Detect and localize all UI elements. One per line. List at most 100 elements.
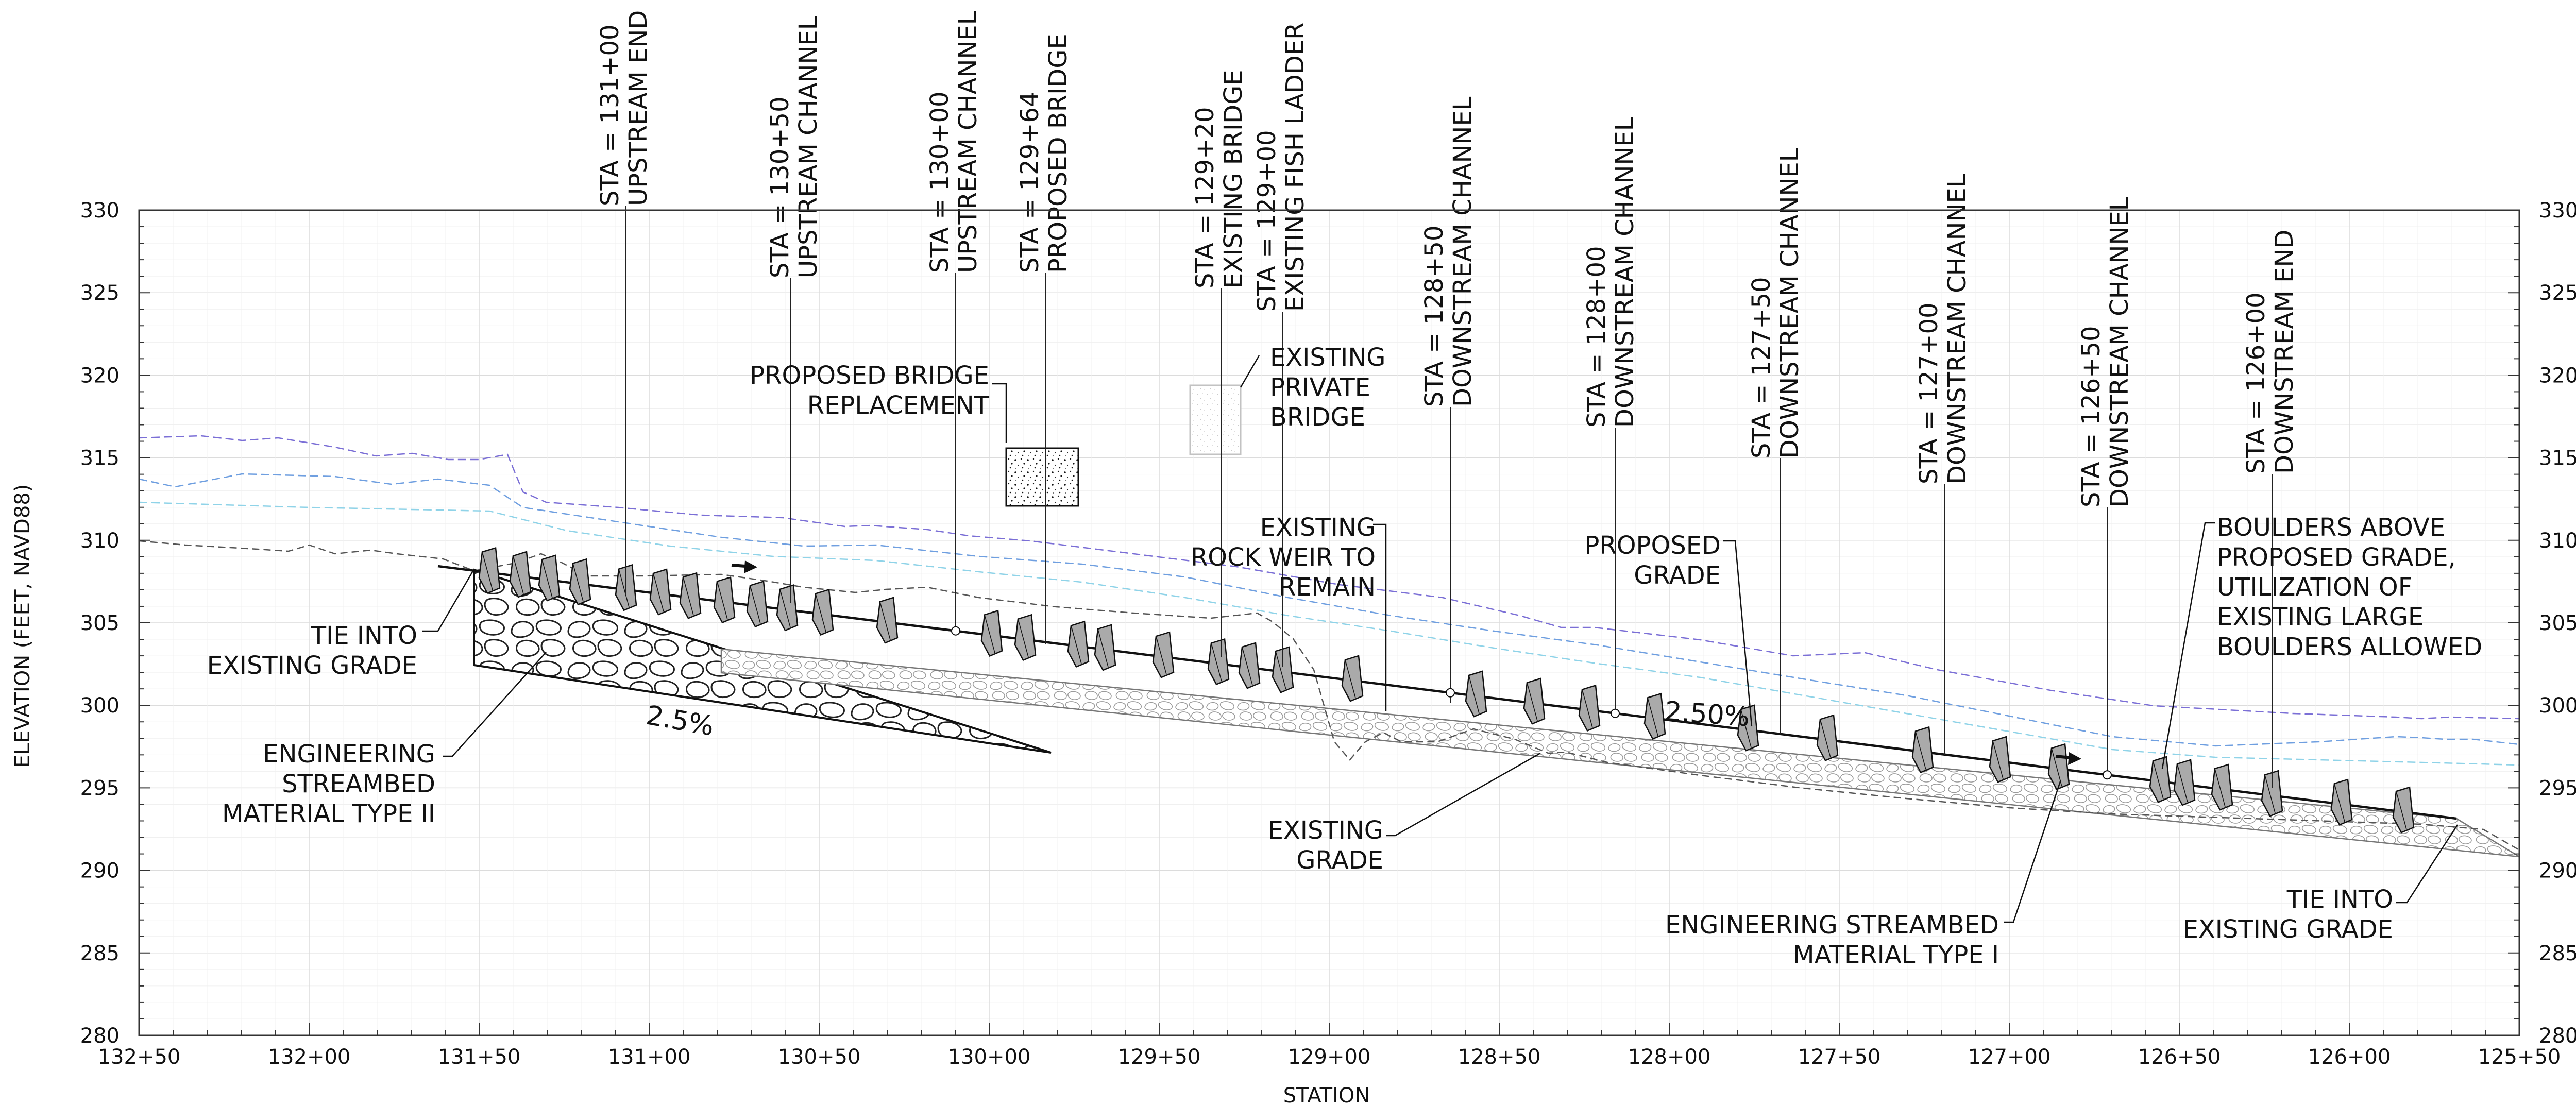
callout-private-bridge-line3: BRIDGE (1270, 403, 1365, 432)
x-tick-129-00: 129+00 (1288, 1045, 1371, 1069)
boulder-14 (1014, 614, 1037, 661)
callout-tie-into-existing-grade-right: TIE INTO EXISTING GRADE (2183, 885, 2393, 944)
x-tick-129-50: 129+50 (1118, 1045, 1201, 1069)
y-tick-left-280: 280 (80, 1024, 120, 1048)
streambed-material-type-i-section (720, 648, 2520, 858)
callout-tie-left-line1: TIE INTO (311, 621, 417, 650)
boulder-13 (980, 609, 1003, 657)
x-tick-127-50: 127+50 (1798, 1045, 1881, 1069)
callout-boulders-above-grade: BOULDERS ABOVE PROPOSED GRADE, UTILIZATI… (2217, 513, 2482, 661)
callout-proposed-grade: PROPOSED GRADE (1584, 531, 1721, 590)
y-tick-right-330: 330 (2539, 199, 2576, 223)
x-tick-130-00: 130+00 (948, 1045, 1031, 1069)
station-labels: STA = 131+00 UPSTREAM END STA = 130+50 U… (596, 10, 2299, 507)
station-label-130-00-line1: STA = 130+00 (925, 91, 954, 273)
callout-esm-ii-line1: ENGINEERING (263, 740, 435, 769)
callout-private-bridge-line1: EXISTING (1270, 343, 1385, 372)
boulder-9 (746, 580, 769, 628)
station-label-128-50-line2: DOWNSTREAM CHANNEL (1448, 96, 1477, 407)
boulder-19 (1238, 642, 1261, 689)
station-label-127-00-line2: DOWNSTREAM CHANNEL (1943, 174, 1972, 484)
callout-proposed-grade-line2: GRADE (1634, 561, 1721, 590)
boulder-12 (876, 597, 899, 644)
callout-boulders-line1: BOULDERS ABOVE (2217, 513, 2445, 542)
y-tick-labels-right: 280 285 290 295 300 305 310 315 320 325 330 (2539, 199, 2576, 1048)
y-tick-left-295: 295 (80, 776, 120, 800)
callout-proposed-bridge-replacement: PROPOSED BRIDGE REPLACEMENT (750, 361, 989, 420)
station-label-131-00-line1: STA = 131+00 (596, 24, 624, 206)
callout-proposed-grade-line1: PROPOSED (1584, 531, 1721, 560)
station-label-130-50-line2: UPSTREAM CHANNEL (794, 16, 823, 278)
boulder-24 (1578, 684, 1601, 732)
callout-rock-weir-line2: ROCK WEIR TO (1191, 543, 1376, 572)
water-surface-line-3 (139, 501, 2520, 766)
callout-esm-i-line1: ENGINEERING STREAMBED (1665, 911, 1999, 940)
axes (138, 209, 2520, 1036)
station-label-127-50-line1: STA = 127+50 (1747, 277, 1776, 458)
boulder-18 (1207, 638, 1230, 686)
y-tick-left-320: 320 (80, 364, 120, 387)
boulder-16 (1094, 624, 1116, 671)
boulder-22 (1465, 670, 1487, 718)
y-tick-right-295: 295 (2539, 776, 2576, 800)
y-tick-left-285: 285 (80, 942, 120, 965)
existing-private-bridge-box (1189, 384, 1242, 455)
boulder-17 (1152, 631, 1175, 678)
callout-boulders-line3: UTILIZATION OF (2217, 573, 2412, 602)
callout-tie-right-line1: TIE INTO (2286, 885, 2393, 914)
boulder-21 (1341, 655, 1364, 702)
boulder-15 (1067, 620, 1090, 668)
x-axis-label: STATION (1283, 1084, 1370, 1105)
station-label-126-00-line2: DOWNSTREAM END (2270, 230, 2299, 474)
water-surface-line-1 (139, 435, 2520, 720)
boulder-4 (569, 558, 591, 606)
callout-engineering-streambed-type-i: ENGINEERING STREAMBED MATERIAL TYPE I (1665, 911, 1999, 970)
station-label-128-50-line1: STA = 128+50 (1420, 225, 1449, 407)
callout-proposed-bridge-line2: REPLACEMENT (807, 391, 990, 420)
y-tick-right-290: 290 (2539, 859, 2576, 883)
x-tick-132-00: 132+00 (268, 1045, 351, 1069)
x-tick-132-50: 132+50 (98, 1045, 181, 1069)
y-axis-label-left: ELEVATION (FEET, NAVD88) (11, 484, 35, 768)
slope-label-left: 2.5% (644, 700, 717, 742)
station-label-129-00-line1: STA = 129+00 (1252, 130, 1281, 312)
station-label-126-50-line1: STA = 126+50 (2077, 326, 2106, 507)
station-label-127-50-line2: DOWNSTREAM CHANNEL (1775, 148, 1804, 458)
boulder-6 (649, 568, 672, 616)
station-label-128-00-line2: DOWNSTREAM CHANNEL (1611, 117, 1639, 428)
y-tick-right-305: 305 (2539, 611, 2576, 635)
callout-esm-i-line2: MATERIAL TYPE I (1793, 941, 1999, 970)
callout-tie-into-existing-grade-left: TIE INTO EXISTING GRADE (207, 621, 417, 680)
callout-existing-private-bridge: EXISTING PRIVATE BRIDGE (1270, 343, 1385, 432)
callout-boulders-line2: PROPOSED GRADE, (2217, 543, 2456, 572)
x-tick-126-50: 126+50 (2138, 1045, 2221, 1069)
callout-boulders-line4: EXISTING LARGE (2217, 603, 2424, 632)
x-tick-130-50: 130+50 (778, 1045, 861, 1069)
station-label-130-50-line1: STA = 130+50 (766, 96, 794, 278)
station-label-130-00-line2: UPSTREAM CHANNEL (954, 11, 982, 273)
y-tick-right-310: 310 (2539, 529, 2576, 553)
x-tick-128-00: 128+00 (1628, 1045, 1711, 1069)
x-tick-127-00: 127+00 (1968, 1045, 2051, 1069)
callout-existing-rock-weir: EXISTING ROCK WEIR TO REMAIN (1191, 513, 1376, 602)
callout-esm-ii-line3: MATERIAL TYPE II (222, 800, 435, 828)
y-tick-right-315: 315 (2539, 447, 2576, 470)
y-tick-labels-left: 280 285 290 295 300 305 310 315 320 325 330 (80, 199, 120, 1048)
y-tick-left-325: 325 (80, 281, 120, 305)
x-tick-labels: 132+50 132+00 131+50 131+00 130+50 130+00 129+… (98, 1045, 2561, 1069)
callout-proposed-bridge-line1: PROPOSED BRIDGE (750, 361, 989, 390)
y-tick-left-290: 290 (80, 859, 120, 883)
water-surface-profiles (139, 435, 2520, 766)
boulder-25 (1643, 692, 1666, 740)
station-label-129-20-line1: STA = 129+20 (1191, 107, 1219, 288)
callout-rock-weir-line1: EXISTING (1260, 513, 1376, 542)
station-label-129-20-line2: EXISTING BRIDGE (1219, 70, 1248, 288)
water-surface-line-2 (139, 473, 2520, 747)
station-label-129-00-line2: EXISTING FISH LADDER (1281, 22, 1310, 312)
boulder-23 (1523, 677, 1546, 725)
y-tick-left-330: 330 (80, 199, 120, 223)
callout-existing-grade-line2: GRADE (1296, 846, 1383, 875)
station-label-126-50-line2: DOWNSTREAM CHANNEL (2105, 197, 2134, 507)
callout-leaders (422, 355, 2459, 923)
